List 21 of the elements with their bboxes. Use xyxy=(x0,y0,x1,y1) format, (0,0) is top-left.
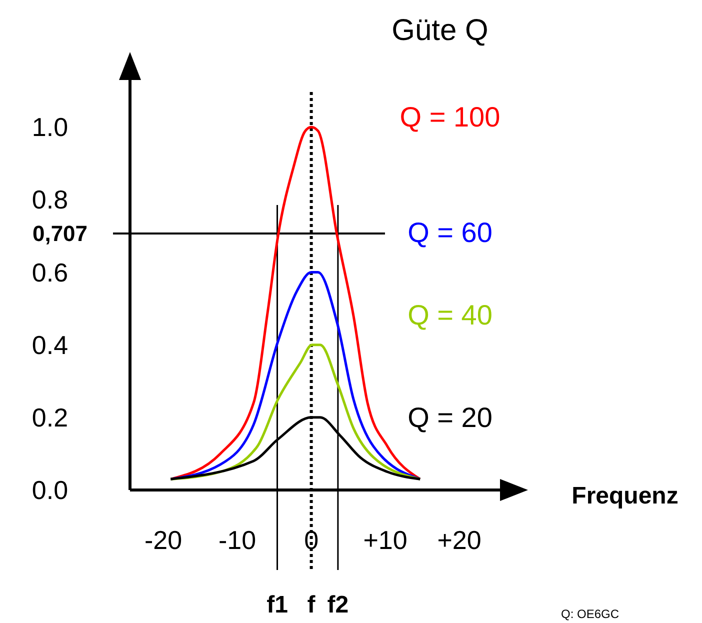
ref-line-label: f xyxy=(307,592,316,618)
ref-line-label: f2 xyxy=(327,592,349,618)
y-tick-label: 0.8 xyxy=(32,184,68,215)
series-label: Q = 20 xyxy=(408,402,492,433)
x-axis-title: Frequenz xyxy=(572,482,678,510)
y-tick-label: 1.0 xyxy=(32,112,68,142)
y-tick-label: 0.6 xyxy=(32,257,68,288)
x-tick-label: -10 xyxy=(218,525,256,555)
y-tick-label: 0.4 xyxy=(32,330,68,360)
x-tick-label: -20 xyxy=(144,525,182,555)
y-tick-label: 0.2 xyxy=(32,402,68,432)
ref-line-label: f1 xyxy=(266,592,288,618)
x-tick-label: +20 xyxy=(437,525,482,555)
text: Q = 40 xyxy=(408,299,492,330)
chart-title: Güte Q xyxy=(392,14,488,47)
ref-line-label: 0,707 xyxy=(32,220,88,246)
y-tick-label: 0.0 xyxy=(32,475,68,505)
x-tick-label: +10 xyxy=(363,525,408,555)
text: Q: OE6GC xyxy=(560,607,620,621)
text: Q = 100 xyxy=(400,102,500,133)
text: Q = 60 xyxy=(408,216,492,248)
